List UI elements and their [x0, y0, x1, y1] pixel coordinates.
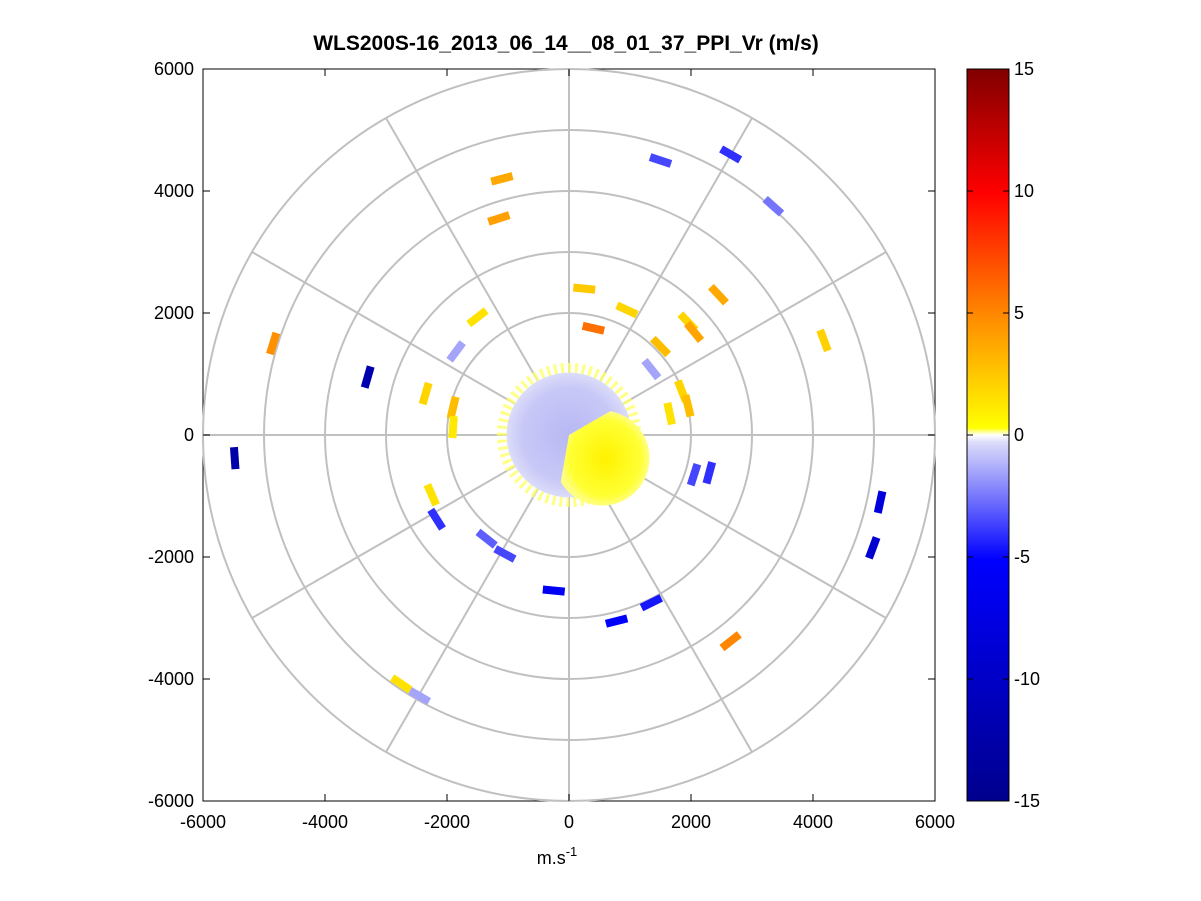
scan-cell — [865, 536, 881, 560]
scan-cell — [229, 446, 240, 470]
scan-cell — [542, 585, 566, 596]
scan-cell — [719, 631, 742, 652]
colorbar-tick-label: 10 — [1014, 181, 1034, 201]
scan-cell — [466, 307, 489, 328]
scan-cell — [423, 483, 440, 507]
x-tick-label: -6000 — [180, 812, 226, 832]
scan-cell — [639, 594, 663, 612]
chart-title: WLS200S-16_2013_06_14__08_01_37_PPI_Vr (… — [313, 32, 819, 55]
colorbar-tick-label: -5 — [1014, 547, 1030, 567]
near-field-positive — [560, 411, 650, 506]
scan-cell — [708, 283, 729, 306]
x-tick-label: 0 — [564, 812, 574, 832]
scan-cell — [873, 490, 887, 514]
scan-cell — [487, 211, 511, 226]
y-tick-label: -2000 — [148, 547, 194, 567]
colorbar-tick-label: 5 — [1014, 303, 1024, 323]
scan-cell — [719, 145, 743, 164]
x-tick-label: -4000 — [302, 812, 348, 832]
y-tick-label: 4000 — [154, 181, 194, 201]
scan-cell — [581, 321, 606, 335]
scan-cell — [686, 462, 702, 487]
scan-cell — [615, 301, 639, 319]
x-tick-label: 2000 — [671, 812, 711, 832]
colorbar-gradient — [966, 68, 1010, 802]
colorbar-tick-label: -15 — [1014, 791, 1040, 811]
y-tick-label: 6000 — [154, 59, 194, 79]
scan-cell — [816, 328, 832, 353]
scan-cell — [475, 528, 498, 549]
scan-cell — [649, 335, 672, 358]
scan-data — [229, 145, 887, 706]
scan-cell — [446, 395, 460, 420]
colorbar-tick-label: 0 — [1014, 425, 1024, 445]
scan-cell — [493, 545, 517, 563]
x-axis-label-exponent: -1 — [566, 844, 578, 859]
y-tick-label: -4000 — [148, 669, 194, 689]
y-tick-label: 2000 — [154, 303, 194, 323]
scan-cell — [448, 415, 458, 439]
y-tick-label: -6000 — [148, 791, 194, 811]
scan-cell — [418, 381, 433, 406]
scan-cell — [604, 614, 629, 628]
scan-cell — [683, 320, 705, 343]
x-axis-label: m.s-1 — [537, 844, 578, 868]
x-tick-labels: -6000 -4000 -2000 0 2000 4000 6000 — [180, 812, 955, 832]
scan-cell — [762, 195, 785, 217]
scan-cell — [408, 687, 432, 706]
x-tick-label: 6000 — [915, 812, 955, 832]
scan-cell — [663, 402, 676, 426]
y-tick-labels: 6000 4000 2000 0 -2000 -4000 -6000 — [148, 59, 194, 811]
scan-cell — [389, 674, 413, 694]
plot-area — [202, 68, 936, 802]
y-tick-label: 0 — [184, 425, 194, 445]
axis-ticks — [202, 68, 936, 802]
colorbar-tick-label: -10 — [1014, 669, 1040, 689]
x-axis-label-base: m.s — [537, 848, 566, 868]
x-tick-label: -2000 — [424, 812, 470, 832]
colorbar-ticks: 15 10 5 0 -5 -10 -15 — [967, 59, 1040, 811]
scan-cell — [360, 365, 375, 389]
colorbar-tick-label: 15 — [1014, 59, 1034, 79]
scan-cell — [266, 331, 281, 356]
scan-cell — [572, 283, 596, 294]
scan-cell — [446, 340, 466, 363]
scan-cell — [490, 172, 514, 186]
scan-cell — [427, 507, 446, 531]
scan-cell — [648, 153, 673, 168]
colorbar: 15 10 5 0 -5 -10 -15 — [966, 59, 1040, 811]
scan-cell — [681, 394, 695, 418]
x-tick-label: 4000 — [793, 812, 833, 832]
scan-cell — [702, 461, 717, 485]
scan-cell — [641, 358, 662, 381]
